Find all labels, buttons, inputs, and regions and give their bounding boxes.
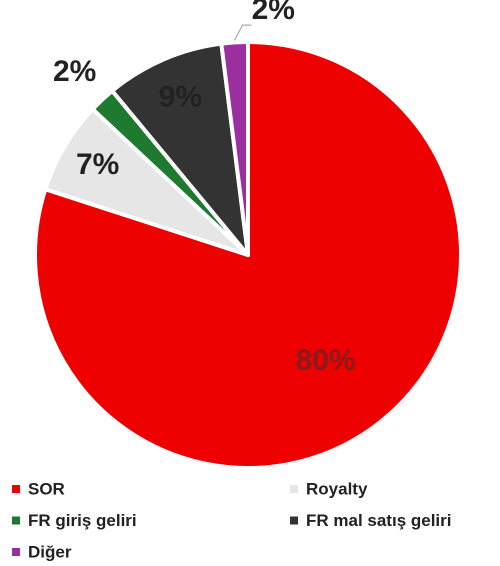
legend-label: SOR <box>28 479 65 498</box>
data-label: 80% <box>296 344 356 377</box>
legend-swatch <box>12 548 20 556</box>
legend-label: Diğer <box>28 542 72 561</box>
legend-label: FR mal satış geliri <box>306 511 452 530</box>
data-label: 9% <box>159 81 202 114</box>
pie-slice <box>110 41 250 257</box>
legend-swatch <box>12 485 20 493</box>
data-label: 2% <box>252 0 295 26</box>
pie-slice <box>219 40 250 257</box>
legend-swatch <box>290 485 298 493</box>
leader-line <box>234 24 252 41</box>
legend-label: FR giriş geliri <box>28 511 137 530</box>
legend-swatch <box>290 516 298 525</box>
legend-swatch <box>12 516 20 525</box>
data-label: 2% <box>53 55 96 88</box>
data-label: 7% <box>76 148 119 181</box>
legend-label: Royalty <box>306 479 368 498</box>
